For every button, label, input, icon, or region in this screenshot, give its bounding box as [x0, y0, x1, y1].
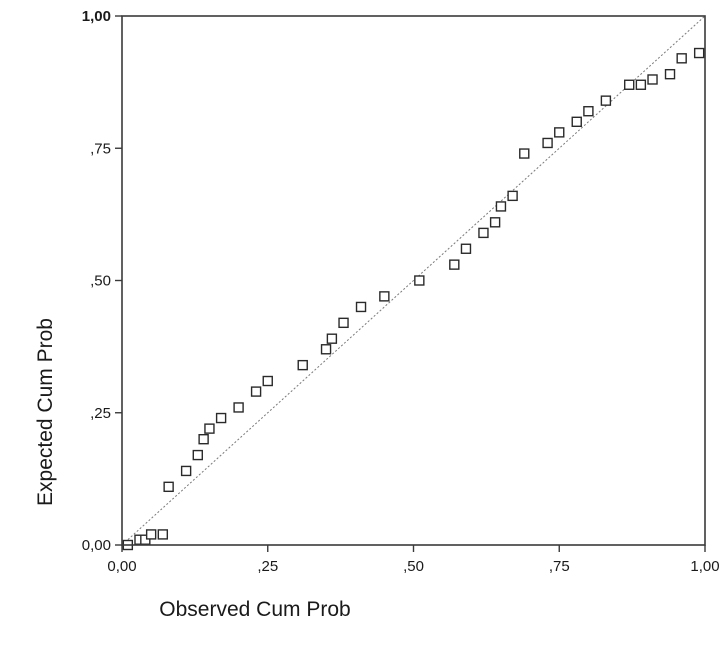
data-point [180, 465, 192, 477]
y-tick-label: ,50 [90, 273, 111, 290]
x-tick-label: 1,00 [690, 558, 719, 575]
y-tick-label: 0,00 [82, 537, 111, 554]
data-point [355, 301, 367, 313]
x-tick-label: ,25 [257, 558, 278, 575]
data-point [507, 190, 518, 202]
data-point [495, 201, 507, 212]
y-tick-label: ,75 [90, 140, 111, 157]
data-point [449, 259, 460, 270]
reference-diagonal-line [121, 15, 706, 546]
data-point [542, 137, 553, 149]
y-axis-title: Expected Cum Prob [34, 318, 57, 506]
tick-layer: 0,00 ,25 ,50 ,75 1,00 0,00 ,25 ,50 ,75 1,00 [82, 8, 720, 575]
data-point [215, 412, 227, 424]
data-point [157, 529, 169, 540]
data-point [233, 402, 244, 413]
data-point [414, 275, 425, 286]
data-point [571, 116, 582, 128]
data-point [297, 359, 308, 371]
x-tick-label: ,75 [549, 558, 570, 575]
x-tick-label: ,50 [403, 558, 424, 575]
data-point [262, 375, 273, 387]
y-tick-label: 1,00 [82, 8, 111, 25]
data-point [635, 79, 647, 90]
data-point [624, 79, 635, 90]
data-point [693, 47, 705, 59]
data-point [664, 68, 676, 80]
data-point [198, 434, 209, 445]
data-point [489, 217, 501, 228]
data-point [326, 333, 338, 344]
y-tick-label: ,25 [90, 405, 111, 422]
data-point [478, 227, 489, 239]
data-point [460, 243, 472, 254]
data-point [519, 148, 530, 159]
data-point [338, 317, 349, 329]
data-point [554, 127, 565, 138]
data-point [250, 386, 262, 397]
data-point [379, 291, 390, 302]
data-point [600, 95, 612, 106]
data-point [192, 449, 203, 461]
data-point [145, 529, 157, 540]
data-point [204, 423, 215, 434]
plot-frame [121, 15, 706, 546]
data-point [647, 74, 658, 85]
data-point [676, 53, 687, 64]
data-point [320, 344, 332, 355]
data-point [163, 481, 174, 493]
data-points-layer [122, 47, 705, 551]
x-tick-label: 0,00 [107, 558, 136, 575]
reference-line-layer [121, 15, 706, 546]
x-axis-title: Observed Cum Prob [159, 598, 350, 621]
data-point [583, 106, 594, 117]
